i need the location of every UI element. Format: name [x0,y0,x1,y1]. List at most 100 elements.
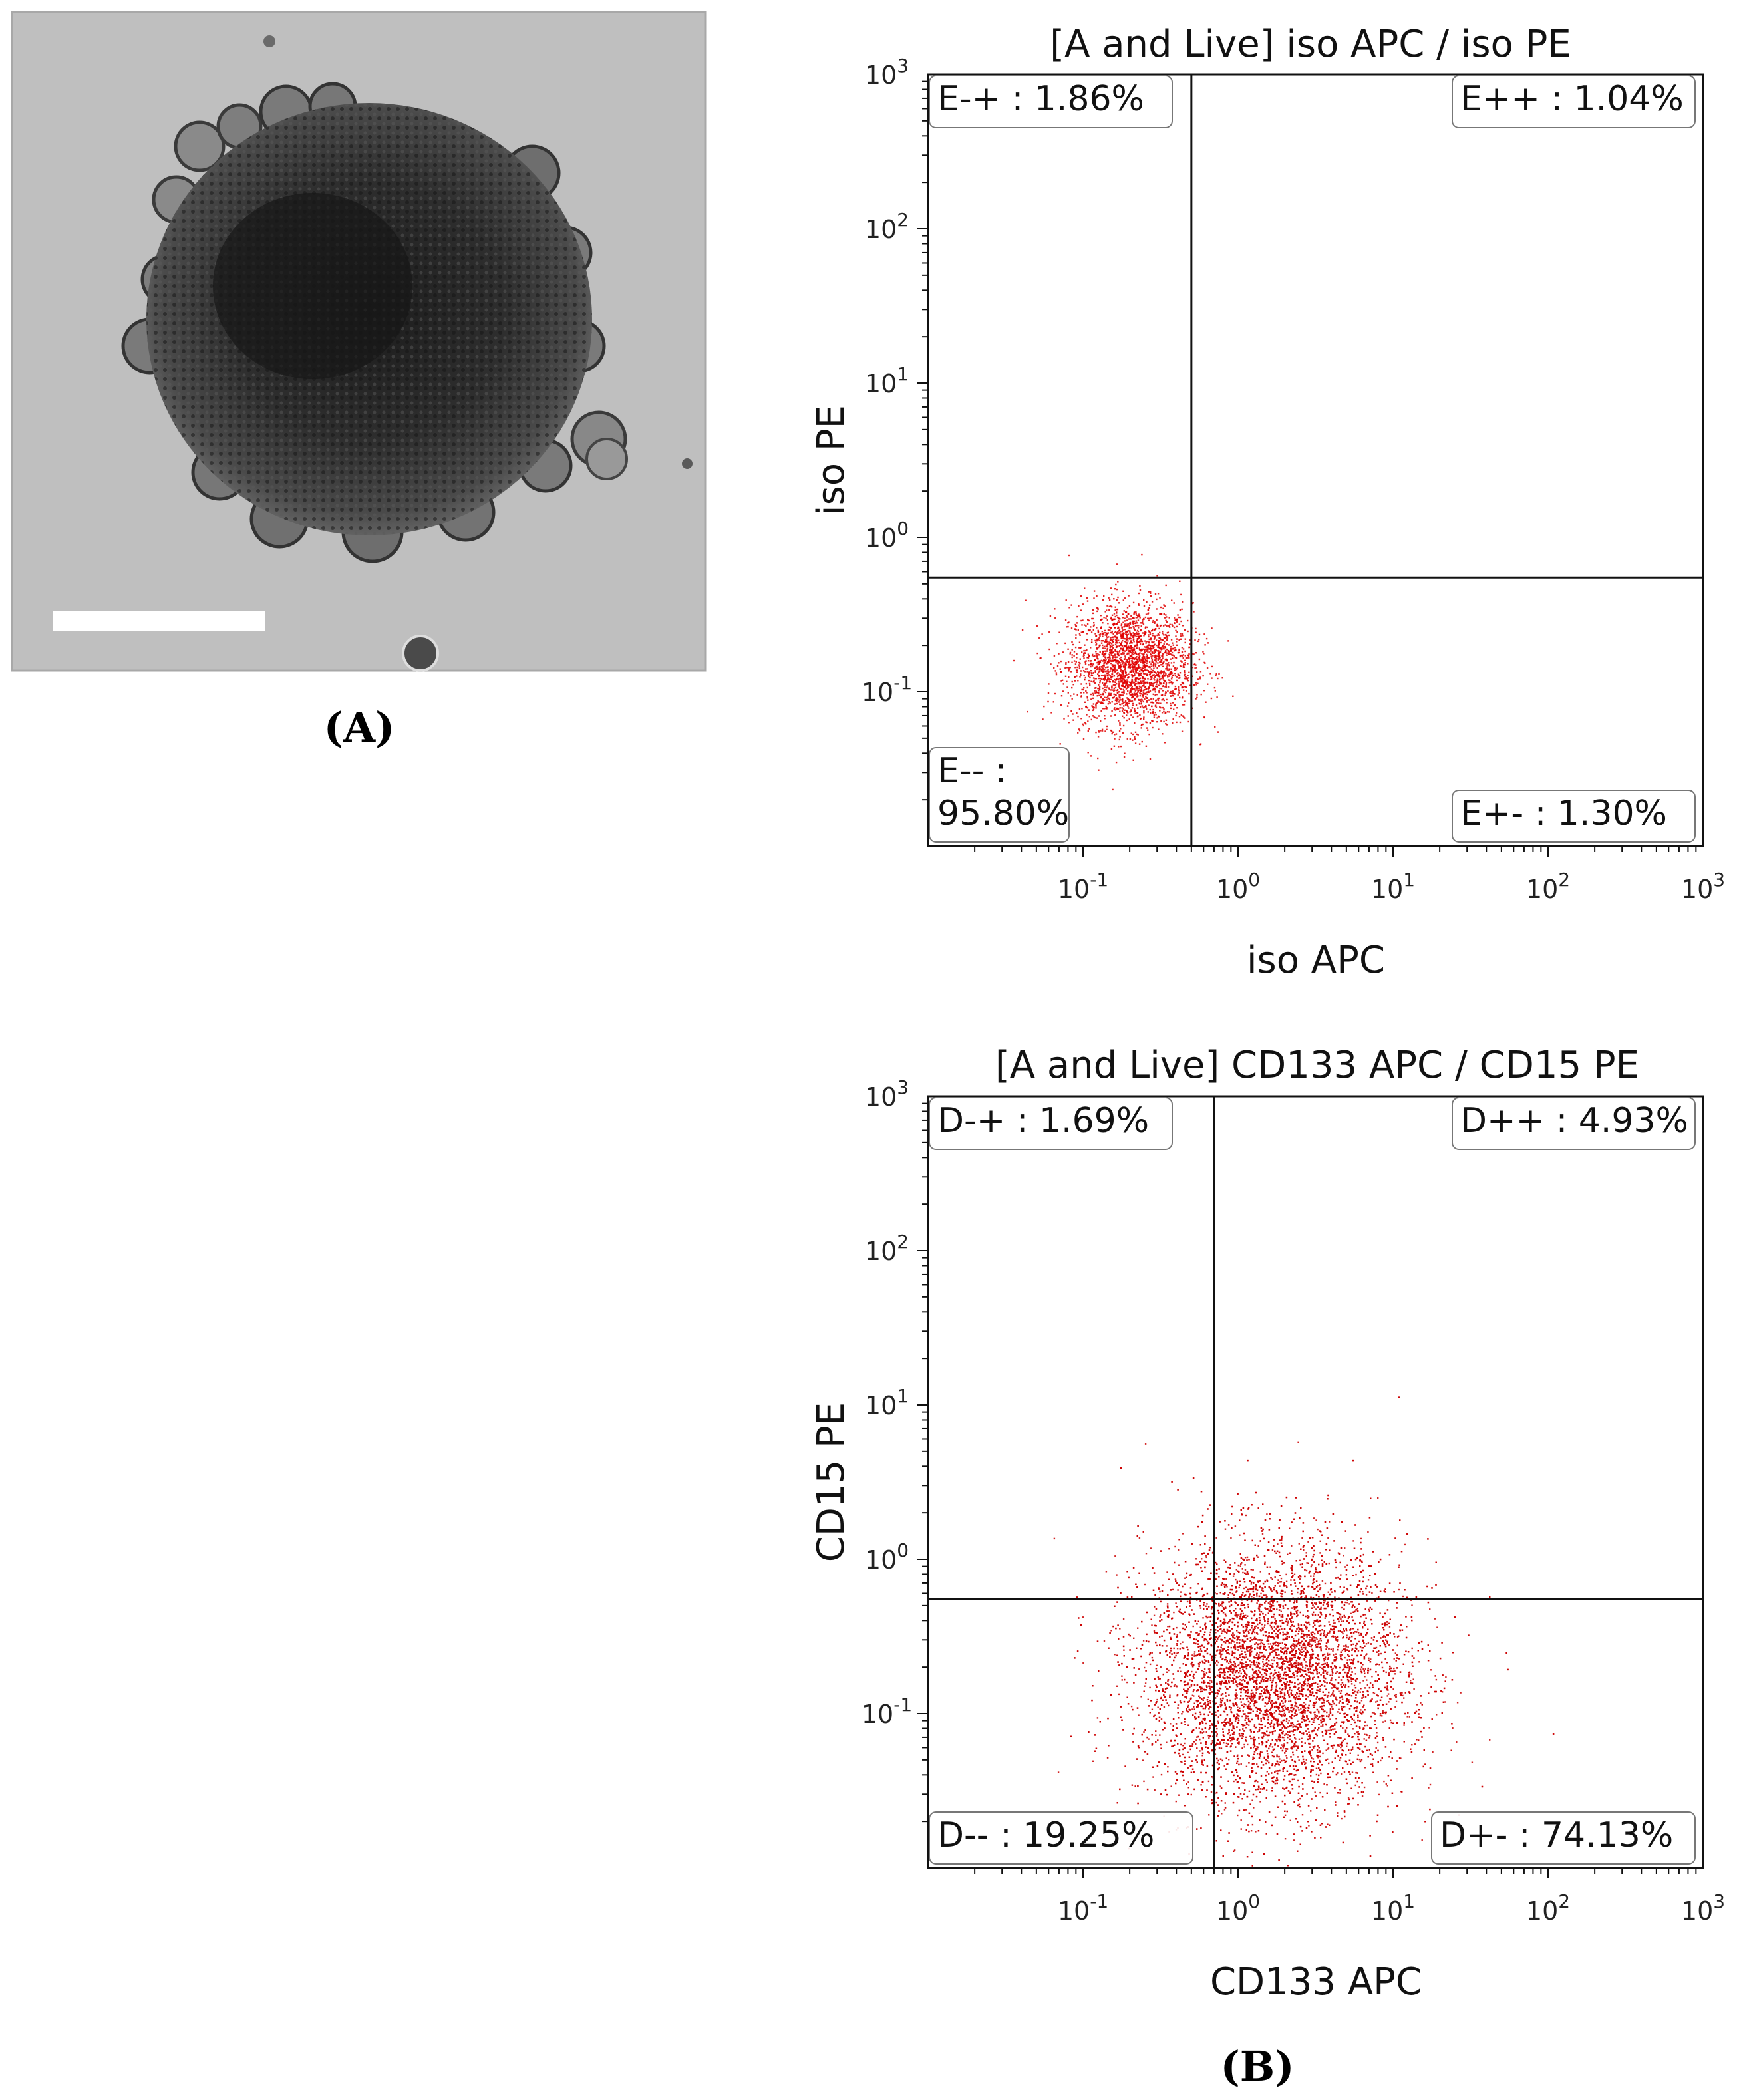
data-point [1158,655,1161,657]
data-point [1144,693,1146,695]
data-point [1144,681,1146,684]
data-point [1150,698,1152,700]
data-point [1191,602,1193,605]
data-point [1221,677,1223,679]
data-point [1113,613,1116,615]
data-point [1160,661,1163,663]
data-point [1108,697,1110,700]
data-point [1166,711,1169,713]
data-point [1106,725,1108,728]
data-point [1130,627,1132,629]
data-point [1174,704,1176,706]
data-point [1148,691,1150,694]
data-point [1152,652,1154,654]
data-point [1086,697,1088,699]
data-point [1140,639,1142,641]
data-point [1137,661,1139,663]
data-point [1132,759,1134,761]
data-point [1102,702,1105,704]
data-point [1177,694,1179,696]
data-point [1158,690,1160,692]
data-point [1110,643,1113,645]
data-point [1112,680,1114,682]
data-point [1172,674,1174,676]
data-point [1139,643,1142,645]
data-point [1161,646,1164,648]
data-point [1138,615,1140,617]
data-point [1067,648,1069,650]
data-point [1142,619,1144,621]
data-point [1125,641,1127,643]
data-point [1144,661,1146,663]
data-point [1139,617,1141,619]
data-point [1142,696,1144,698]
data-point [1119,666,1121,668]
data-point [1146,655,1148,657]
data-point [1089,660,1092,662]
data-point [1139,677,1142,679]
data-point [1112,664,1114,666]
data-point [1123,653,1125,655]
data-point [1152,641,1154,644]
data-point [1126,619,1128,621]
data-point [1174,622,1176,625]
data-point [1162,647,1164,649]
data-point [1195,627,1197,630]
data-point [1155,672,1157,674]
data-point [1087,657,1090,659]
data-point [1144,649,1146,651]
data-point [1156,680,1158,682]
data-point [1114,615,1116,618]
data-point [1132,693,1134,696]
data-point [1104,715,1106,717]
data-point [1175,668,1178,671]
data-point [1145,721,1147,723]
data-point [1124,658,1126,660]
data-point [1141,653,1143,655]
data-point [1211,677,1213,679]
data-point [1142,700,1144,703]
data-point [1151,705,1153,708]
data-point [1131,700,1134,702]
x-tick-label: 103 [1681,869,1725,904]
data-point [1141,695,1144,697]
data-point [1120,623,1123,625]
data-point [1103,708,1106,710]
data-point [1140,727,1142,729]
data-point [1211,627,1213,629]
data-point [1121,641,1123,643]
data-point [1157,633,1160,635]
data-point [1180,635,1182,637]
data-point [1156,667,1158,669]
data-point [1111,630,1113,633]
data-point [1090,660,1092,662]
data-point [1132,702,1134,705]
data-point [1182,704,1184,706]
data-point [1126,659,1128,661]
data-point [1144,657,1146,659]
data-point [1129,630,1131,632]
data-point [1092,709,1094,712]
data-point [1102,699,1104,702]
data-point [1170,678,1173,680]
data-point [1130,615,1132,617]
data-point [1086,668,1088,670]
data-point [1164,641,1166,643]
data-point [1182,689,1185,691]
x-tick-label: 10-1 [1058,869,1108,904]
data-point [1094,667,1096,670]
data-point [1113,696,1116,698]
data-point [1091,665,1094,667]
data-point [1155,661,1157,663]
data-point [1109,651,1111,654]
data-point [1124,676,1126,678]
data-point [1151,676,1153,678]
data-point [1139,706,1142,708]
data-point [1128,718,1130,720]
data-point [1106,648,1108,651]
data-point [1170,639,1173,641]
data-point [1152,621,1154,623]
data-point [1110,627,1112,629]
data-point [1187,720,1189,723]
data-point [1138,633,1140,635]
